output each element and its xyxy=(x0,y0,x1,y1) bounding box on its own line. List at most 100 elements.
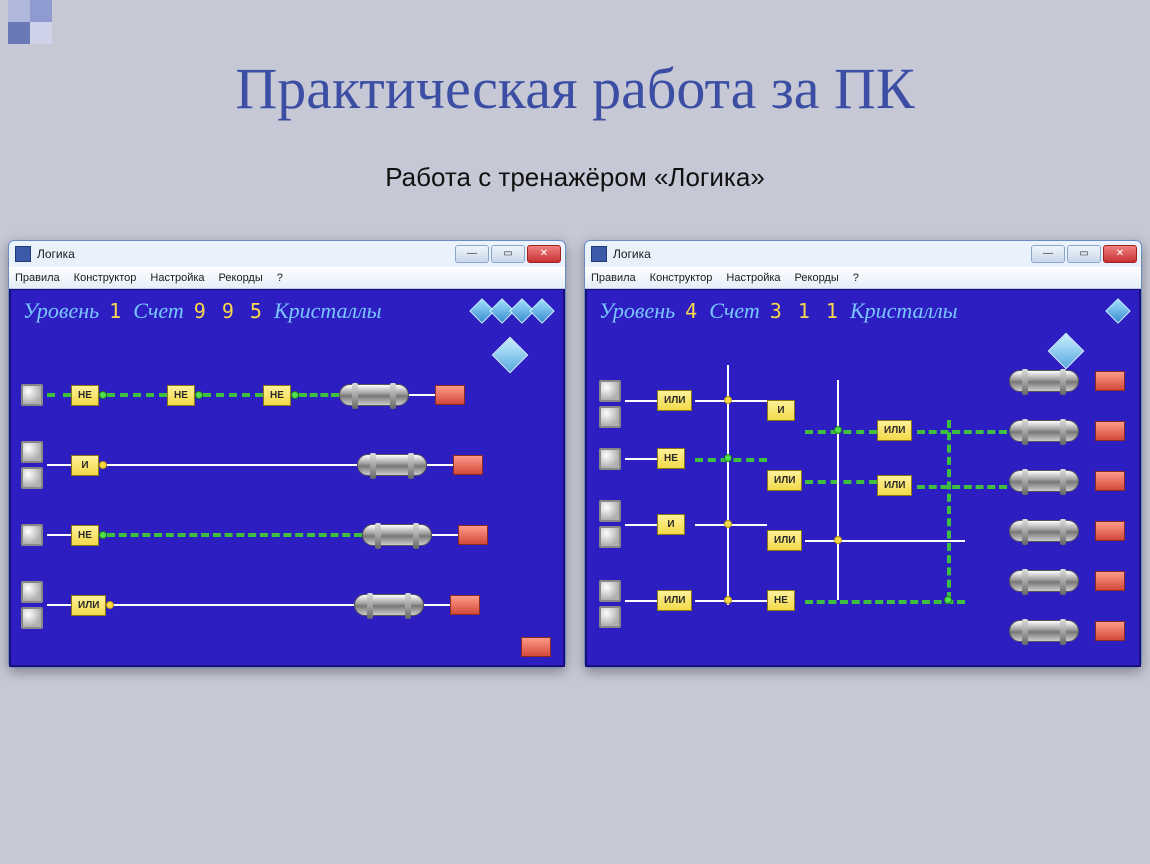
game-canvas-right: Уровень 4 Счет 3 1 1 Кристаллы xyxy=(585,289,1141,667)
input-group xyxy=(599,500,625,548)
close-button[interactable]: ✕ xyxy=(527,245,561,263)
wire xyxy=(427,464,453,466)
hud-crystals-label: Кристаллы xyxy=(274,298,382,324)
input-switch[interactable] xyxy=(21,467,43,489)
bonus-crystal[interactable] xyxy=(1048,333,1085,370)
gate-or[interactable]: ИЛИ xyxy=(71,595,106,616)
titlebar[interactable]: Логика — ▭ ✕ xyxy=(585,241,1141,267)
gate-and[interactable]: И xyxy=(657,514,685,535)
gate-not[interactable]: НЕ xyxy=(263,385,291,406)
node xyxy=(944,596,952,604)
input-switch[interactable] xyxy=(599,448,621,470)
cannon xyxy=(354,594,424,616)
crystal-icon xyxy=(1105,298,1130,323)
app-window-left: Логика — ▭ ✕ Правила Конструктор Настрой… xyxy=(8,240,566,668)
menu-records[interactable]: Рекорды xyxy=(795,272,839,284)
input-switch[interactable] xyxy=(21,581,43,603)
menu-rules[interactable]: Правила xyxy=(591,272,636,284)
menu-help[interactable]: ? xyxy=(277,272,283,284)
hud-level-label: Уровень xyxy=(23,298,99,324)
hud-crystals xyxy=(1109,302,1127,320)
target xyxy=(1095,421,1125,441)
target xyxy=(453,455,483,475)
menubar: Правила Конструктор Настройка Рекорды ? xyxy=(585,267,1141,289)
menu-rules[interactable]: Правила xyxy=(15,272,60,284)
crystal-icon xyxy=(529,298,554,323)
gate-or[interactable]: ИЛИ xyxy=(657,590,692,611)
wire xyxy=(107,464,357,466)
titlebar[interactable]: Логика — ▭ ✕ xyxy=(9,241,565,267)
wire xyxy=(917,485,1007,489)
input-switch[interactable] xyxy=(599,500,621,522)
input-switch[interactable] xyxy=(21,607,43,629)
input-switch[interactable] xyxy=(599,580,621,602)
maximize-button[interactable]: ▭ xyxy=(491,245,525,263)
gate-or[interactable]: ИЛИ xyxy=(767,470,802,491)
minimize-button[interactable]: — xyxy=(1031,245,1065,263)
input-switch[interactable] xyxy=(599,526,621,548)
menu-constructor[interactable]: Конструктор xyxy=(650,272,713,284)
gate-or[interactable]: ИЛИ xyxy=(657,390,692,411)
cannon xyxy=(1009,570,1079,592)
node xyxy=(106,601,114,609)
node xyxy=(724,454,732,462)
window-title: Логика xyxy=(613,247,1031,261)
minimize-button[interactable]: — xyxy=(455,245,489,263)
wire xyxy=(837,380,839,600)
input-switch[interactable] xyxy=(21,441,43,463)
node xyxy=(291,391,299,399)
hud-level-value: 1 xyxy=(109,299,123,323)
gate-and[interactable]: И xyxy=(767,400,795,421)
target xyxy=(521,637,551,657)
menu-settings[interactable]: Настройка xyxy=(150,272,204,284)
app-window-right: Логика — ▭ ✕ Правила Конструктор Настрой… xyxy=(584,240,1142,668)
wire xyxy=(409,394,435,396)
hud-crystals xyxy=(473,302,551,320)
gate-not[interactable]: НЕ xyxy=(767,590,795,611)
menu-help[interactable]: ? xyxy=(853,272,859,284)
gate-not[interactable]: НЕ xyxy=(657,448,685,469)
node xyxy=(99,461,107,469)
wire xyxy=(805,540,965,542)
input-switch[interactable] xyxy=(599,606,621,628)
menu-records[interactable]: Рекорды xyxy=(219,272,263,284)
gate-not[interactable]: НЕ xyxy=(167,385,195,406)
hud: Уровень 1 Счет 9 9 5 Кристаллы xyxy=(11,296,563,326)
wire xyxy=(424,604,450,606)
node xyxy=(724,396,732,404)
gate-not[interactable]: НЕ xyxy=(71,385,99,406)
close-button[interactable]: ✕ xyxy=(1103,245,1137,263)
gate-or[interactable]: ИЛИ xyxy=(877,475,912,496)
wire xyxy=(47,604,71,606)
wire xyxy=(947,420,951,600)
hud-score-value: 9 9 5 xyxy=(194,299,264,323)
input-group xyxy=(599,580,625,628)
gate-not[interactable]: НЕ xyxy=(71,525,99,546)
target xyxy=(450,595,480,615)
input-switch[interactable] xyxy=(21,524,43,546)
menu-constructor[interactable]: Конструктор xyxy=(74,272,137,284)
app-icon xyxy=(15,246,31,262)
input-switch[interactable] xyxy=(21,384,43,406)
target xyxy=(1095,621,1125,641)
hud-level-value: 4 xyxy=(685,299,699,323)
app-icon xyxy=(591,246,607,262)
cannon xyxy=(1009,620,1079,642)
gate-and[interactable]: И xyxy=(71,455,99,476)
node xyxy=(834,426,842,434)
circuit-lane: НЕ xyxy=(21,508,553,562)
wire xyxy=(432,534,458,536)
gate-or[interactable]: ИЛИ xyxy=(767,530,802,551)
hud-level-label: Уровень xyxy=(599,298,675,324)
wire xyxy=(805,480,877,484)
menu-settings[interactable]: Настройка xyxy=(726,272,780,284)
cannon xyxy=(1009,470,1079,492)
maximize-button[interactable]: ▭ xyxy=(1067,245,1101,263)
slide-subtitle: Работа с тренажёром «Логика» xyxy=(0,162,1150,193)
menubar: Правила Конструктор Настройка Рекорды ? xyxy=(9,267,565,289)
slide-corner-decoration xyxy=(0,0,70,70)
gate-or[interactable]: ИЛИ xyxy=(877,420,912,441)
input-switch[interactable] xyxy=(599,406,621,428)
wire xyxy=(107,393,167,397)
input-switch[interactable] xyxy=(599,380,621,402)
